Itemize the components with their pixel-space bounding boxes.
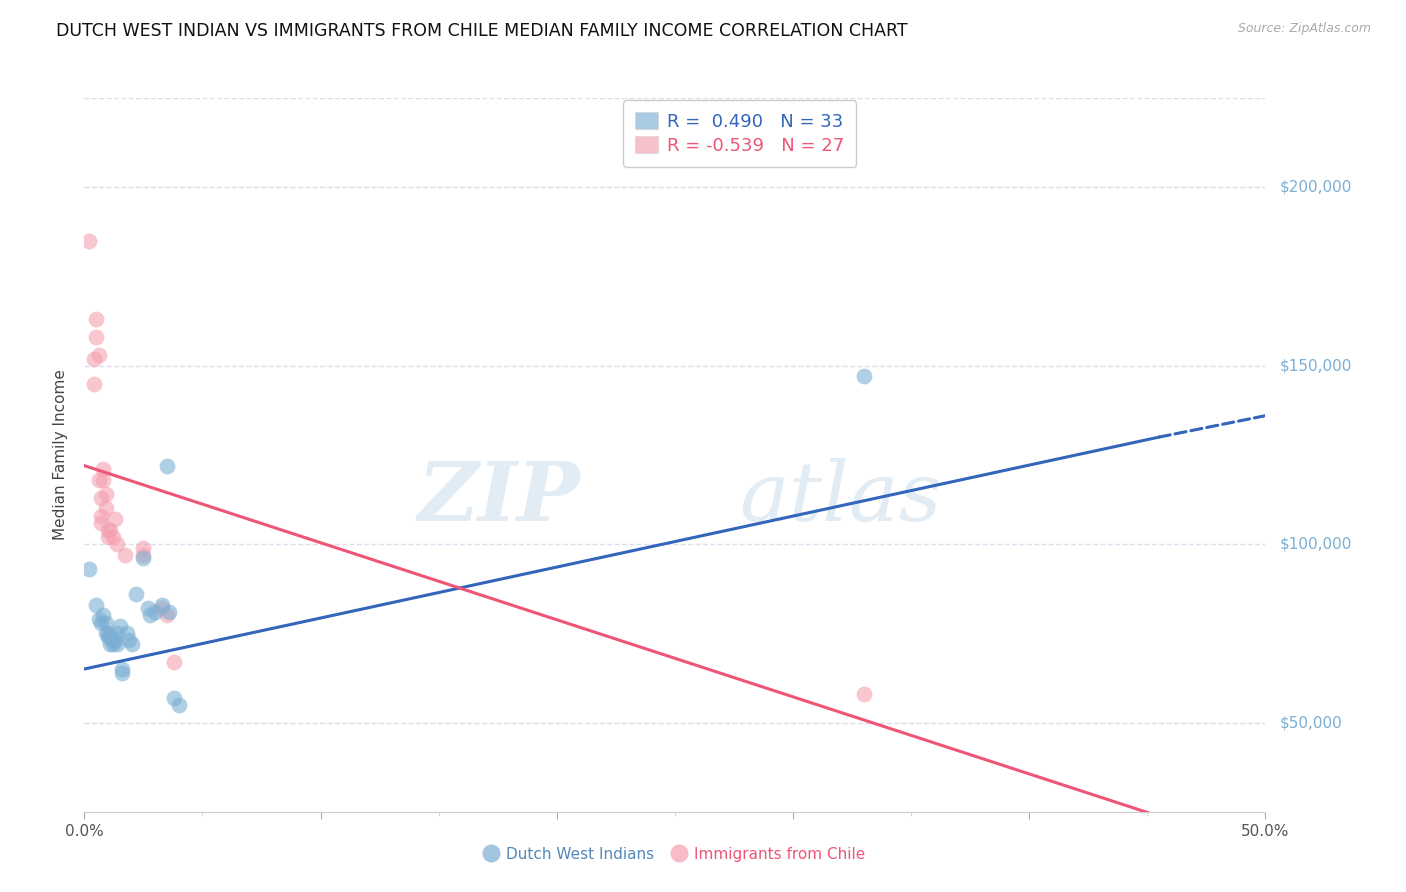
Point — [87, 348, 110, 362]
Point — [97, 530, 120, 544]
Point — [91, 608, 114, 623]
Point — [94, 487, 117, 501]
Point — [132, 548, 155, 562]
Point — [91, 473, 114, 487]
Point — [87, 473, 110, 487]
Point — [94, 615, 117, 630]
Text: atlas: atlas — [740, 458, 942, 538]
Point — [97, 523, 120, 537]
Point — [115, 626, 138, 640]
Text: $200,000: $200,000 — [1279, 180, 1351, 194]
Point — [83, 351, 105, 366]
Point — [143, 605, 166, 619]
Point — [107, 626, 129, 640]
Point — [111, 662, 134, 676]
Text: DUTCH WEST INDIAN VS IMMIGRANTS FROM CHILE MEDIAN FAMILY INCOME CORRELATION CHAR: DUTCH WEST INDIAN VS IMMIGRANTS FROM CHI… — [56, 22, 908, 40]
Point — [90, 491, 112, 505]
Point — [97, 626, 120, 640]
Point — [97, 630, 120, 644]
Point — [84, 330, 107, 344]
Point — [101, 530, 124, 544]
Point — [136, 601, 159, 615]
Point — [94, 501, 117, 516]
Point — [107, 637, 129, 651]
Text: $100,000: $100,000 — [1279, 537, 1351, 551]
Point — [98, 630, 121, 644]
Legend: Dutch West Indians, Immigrants from Chile: Dutch West Indians, Immigrants from Chil… — [478, 840, 872, 868]
Text: $150,000: $150,000 — [1279, 359, 1351, 373]
Point — [125, 587, 148, 601]
Point — [101, 633, 124, 648]
Point — [852, 369, 875, 384]
Point — [132, 551, 155, 566]
Point — [84, 598, 107, 612]
Point — [150, 601, 173, 615]
Point — [104, 512, 127, 526]
Point — [98, 637, 121, 651]
Point — [90, 508, 112, 523]
Point — [104, 633, 127, 648]
Text: Source: ZipAtlas.com: Source: ZipAtlas.com — [1237, 22, 1371, 36]
Point — [163, 655, 186, 669]
Point — [94, 626, 117, 640]
Point — [108, 619, 131, 633]
Point — [121, 637, 143, 651]
Point — [139, 608, 162, 623]
Point — [167, 698, 190, 712]
Point — [118, 633, 141, 648]
Point — [90, 516, 112, 530]
Point — [101, 637, 124, 651]
Point — [132, 541, 155, 555]
Point — [87, 612, 110, 626]
Point — [114, 548, 136, 562]
Point — [111, 665, 134, 680]
Point — [156, 458, 179, 473]
Point — [91, 462, 114, 476]
Point — [156, 608, 179, 623]
Point — [77, 562, 100, 576]
Point — [107, 537, 129, 551]
Point — [84, 312, 107, 326]
Point — [90, 615, 112, 630]
Point — [150, 598, 173, 612]
Y-axis label: Median Family Income: Median Family Income — [53, 369, 69, 541]
Text: ZIP: ZIP — [418, 458, 581, 538]
Point — [163, 690, 186, 705]
Point — [157, 605, 180, 619]
Point — [83, 376, 105, 391]
Point — [852, 687, 875, 701]
Point — [77, 234, 100, 248]
Text: $50,000: $50,000 — [1279, 715, 1343, 730]
Point — [98, 523, 121, 537]
